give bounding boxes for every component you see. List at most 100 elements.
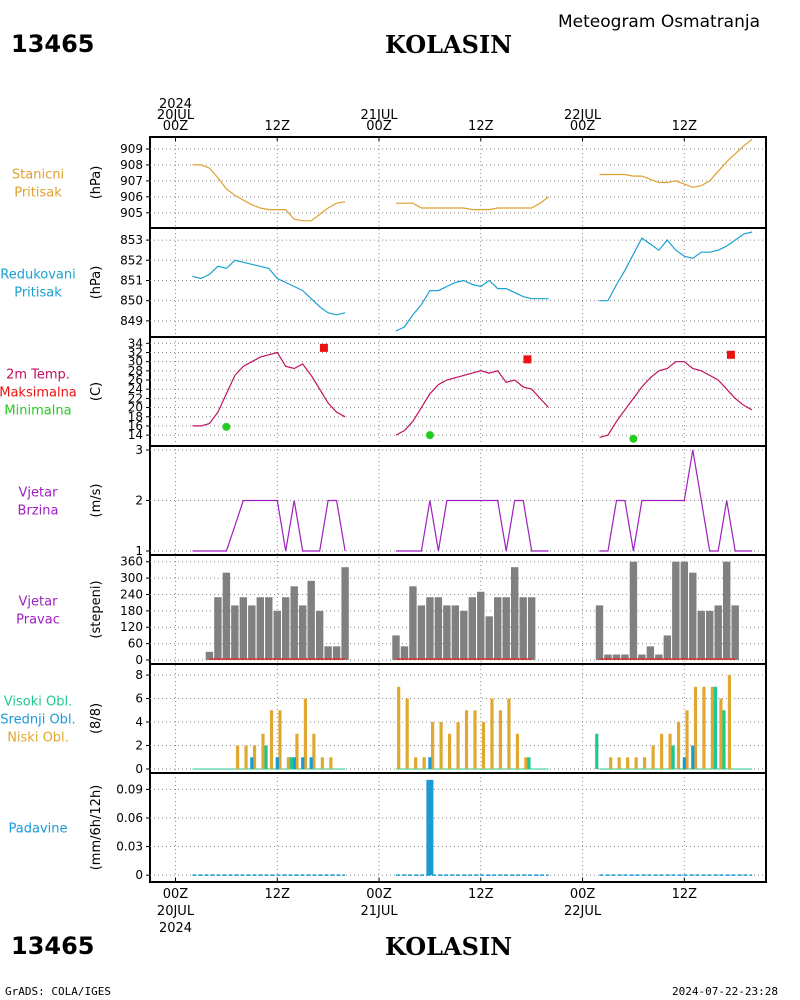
series-line — [192, 164, 346, 222]
series-line — [395, 370, 550, 436]
station-name-bottom: KOLASIN — [385, 932, 513, 961]
panel-label: Vjetar — [19, 595, 59, 610]
cloud-bar — [264, 745, 268, 769]
cloud-bar — [609, 757, 613, 769]
cloud-bar — [727, 675, 732, 769]
cloud-bar — [269, 710, 274, 769]
series-line — [396, 196, 549, 211]
cloud-bar — [626, 757, 630, 769]
panel-label: Minimalna — [4, 404, 71, 419]
direction-bar — [697, 610, 705, 660]
panel-wind_direction — [146, 554, 767, 665]
direction-bar — [511, 567, 519, 660]
unit-label: (m/s) — [89, 484, 104, 518]
precip-bar — [426, 779, 434, 876]
ytick-label: 24 — [128, 382, 143, 396]
cloud-bar — [507, 698, 511, 769]
panel-label: Maksimalna — [0, 386, 77, 401]
direction-bar — [723, 561, 731, 660]
cloud-bar — [278, 710, 282, 769]
direction-bar — [672, 561, 680, 660]
bottom-tick-label: 00Z — [163, 887, 189, 902]
ytick-label: 6 — [135, 692, 143, 706]
direction-bar — [231, 605, 239, 660]
cloud-bar — [671, 745, 675, 769]
cloud-bar — [710, 686, 715, 769]
panel-clouds — [146, 663, 767, 774]
ytick-label: 850 — [120, 294, 143, 308]
cloud-bar — [617, 757, 621, 769]
cloud-bar — [643, 757, 647, 769]
ytick-label: 852 — [120, 253, 143, 267]
cloud-bar — [301, 757, 305, 769]
ytick-label: 30 — [128, 355, 143, 369]
cloud-bar — [634, 757, 638, 769]
tmin-marker — [629, 434, 638, 443]
unit-label: (stepeni) — [89, 580, 104, 638]
tmax-marker — [523, 355, 532, 364]
unit-label: (8/8) — [89, 703, 104, 734]
cloud-bar — [515, 733, 520, 769]
ytick-label: 853 — [120, 233, 143, 247]
top-tick-label: 12Z — [265, 119, 291, 134]
panel-label: Stanicni — [12, 168, 64, 183]
ytick-label: 909 — [120, 142, 143, 156]
station-id-top: 13465 — [11, 30, 95, 58]
cloud-bar — [490, 698, 494, 769]
ytick-label: 0.09 — [116, 782, 143, 796]
cloud-bar — [235, 745, 240, 769]
series-line — [396, 499, 549, 552]
unit-label: (hPa) — [89, 266, 104, 300]
panel-label: Visoki Obl. — [4, 695, 72, 710]
cloud-bar — [312, 733, 316, 769]
bottom-tick-label: 20JUL — [157, 904, 195, 919]
direction-bar — [409, 586, 417, 660]
direction-bar — [256, 597, 264, 660]
cloud-bar — [295, 733, 299, 769]
ytick-label: 120 — [120, 620, 143, 634]
series-line — [192, 351, 346, 427]
panel-frame — [149, 136, 767, 229]
top-tick-label: 00Z — [570, 119, 596, 134]
cloud-bar — [329, 757, 333, 769]
direction-bar — [519, 597, 527, 660]
cloud-bar — [275, 757, 279, 769]
direction-bar — [494, 597, 502, 660]
cloud-bar — [659, 733, 664, 769]
panel-label: Padavine — [9, 822, 68, 837]
cloud-bar — [414, 757, 418, 769]
ytick-label: 906 — [120, 190, 143, 204]
direction-bar — [629, 561, 638, 660]
panel-label: Vjetar — [19, 486, 59, 501]
direction-bar — [265, 597, 273, 660]
direction-bar — [663, 635, 672, 660]
ytick-label: 16 — [128, 419, 143, 433]
cloud-bar — [309, 757, 313, 769]
top-tick-label: 12Z — [468, 119, 494, 134]
direction-bar — [324, 646, 332, 660]
series-line — [599, 361, 753, 438]
ytick-label: 180 — [120, 604, 143, 618]
cloud-bar — [250, 757, 254, 769]
direction-bar — [307, 580, 315, 660]
ytick-label: 0 — [135, 868, 143, 882]
bottom-tick-label: 12Z — [468, 887, 494, 902]
direction-bar — [485, 616, 493, 660]
unit-label: (mm/6h/12h) — [89, 785, 104, 871]
panel-label: Srednji Obl. — [0, 713, 75, 728]
cloud-bar — [261, 733, 265, 769]
ytick-label: 18 — [128, 410, 143, 424]
cloud-bar — [481, 722, 486, 769]
cloud-bar — [668, 733, 672, 769]
cloud-bar — [439, 722, 443, 769]
ytick-label: 851 — [120, 273, 143, 287]
ytick-label: 4 — [135, 715, 143, 729]
direction-bar — [282, 597, 290, 660]
ytick-label: 2 — [135, 494, 143, 508]
station-name-top: KOLASIN — [385, 30, 513, 59]
cloud-bar — [456, 722, 460, 769]
series-line — [192, 259, 346, 316]
direction-bar — [604, 654, 612, 660]
ytick-label: 1 — [135, 544, 143, 558]
